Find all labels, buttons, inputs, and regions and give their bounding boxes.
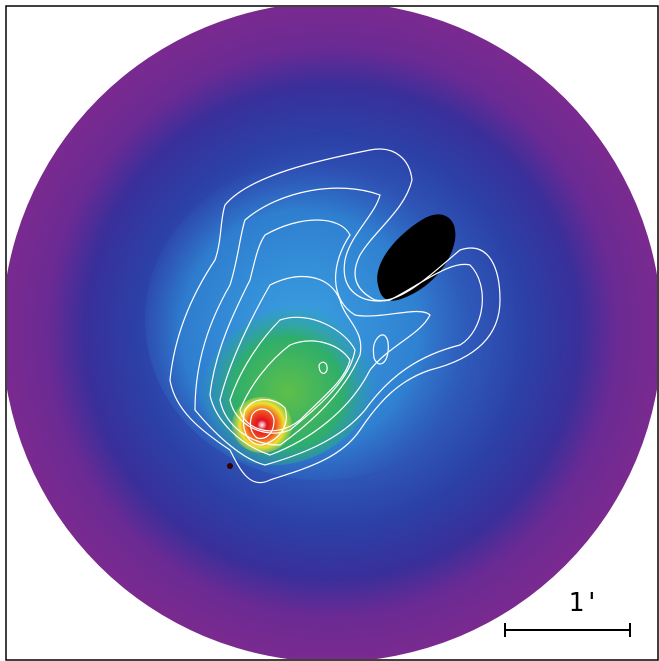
sky-image: 1' (0, 0, 659, 661)
scale-bar-label: 1' (568, 588, 599, 618)
point-source (227, 463, 233, 469)
page: 1' (() => { const data = JSON.parse(docu… (0, 0, 659, 661)
